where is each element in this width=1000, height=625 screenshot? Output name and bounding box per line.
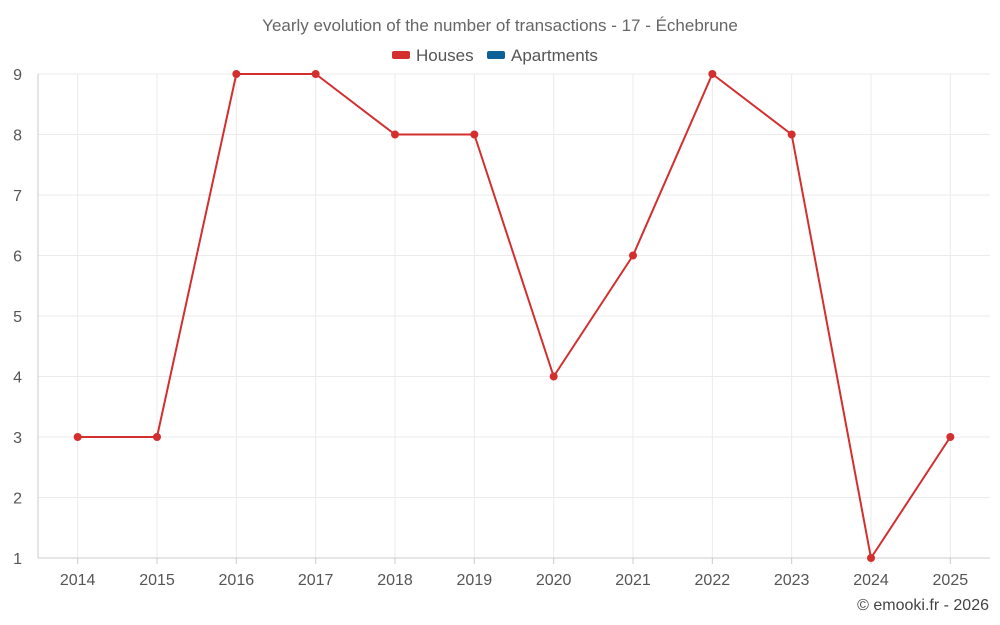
series [73,70,955,562]
legend: Houses Apartments [392,46,598,65]
legend-label-apartments: Apartments [511,46,598,65]
credit-text: © emooki.fr - 2026 [857,597,989,614]
data-point-houses[interactable] [867,554,875,562]
y-tick-label: 7 [13,188,22,205]
y-axis-ticks: 1 2 3 4 5 6 7 8 9 [13,67,22,568]
y-tick-label: 4 [13,370,22,387]
grid [38,73,990,559]
x-tick-label: 2017 [298,572,334,589]
x-tick-label: 2025 [933,572,969,589]
x-tick-label: 2014 [60,572,96,589]
y-tick-label: 9 [13,67,22,84]
legend-swatch-houses [392,51,410,59]
x-tick-label: 2019 [457,572,493,589]
y-tick-label: 5 [13,309,22,326]
y-tick-label: 6 [13,249,22,266]
y-tick-label: 3 [13,430,22,447]
data-point-houses[interactable] [787,130,796,139]
data-point-houses[interactable] [708,70,717,78]
legend-label-houses: Houses [416,46,474,65]
y-tick-label: 1 [13,551,22,568]
data-point-houses[interactable] [232,70,241,78]
x-tick-label: 2020 [536,572,572,589]
data-point-houses[interactable] [946,433,955,441]
data-point-houses[interactable] [629,251,637,260]
legend-swatch-apartments [487,51,505,59]
x-tick-label: 2018 [377,572,413,589]
x-axis-ticks: 2014 2015 2016 2017 2018 2019 2020 2021 2022 2023… [60,558,968,589]
x-tick-label: 2016 [219,572,255,589]
x-tick-label: 2021 [615,572,651,589]
y-tick-label: 8 [13,128,22,145]
y-tick-label: 2 [13,491,22,508]
axes [37,74,990,559]
data-point-houses[interactable] [311,70,320,78]
data-point-houses[interactable] [549,372,558,381]
x-tick-label: 2024 [853,572,889,589]
legend-item-houses[interactable]: Houses [392,46,474,65]
series-line-houses [77,73,952,559]
data-point-houses[interactable] [73,433,82,441]
x-tick-label: 2022 [695,572,731,589]
chart-title: Yearly evolution of the number of transa… [262,16,738,35]
data-point-houses[interactable] [470,130,479,139]
x-tick-label: 2015 [139,572,175,589]
legend-item-apartments[interactable]: Apartments [487,46,598,65]
x-tick-label: 2023 [774,572,810,589]
data-point-houses[interactable] [153,433,161,441]
data-point-houses[interactable] [391,130,399,139]
